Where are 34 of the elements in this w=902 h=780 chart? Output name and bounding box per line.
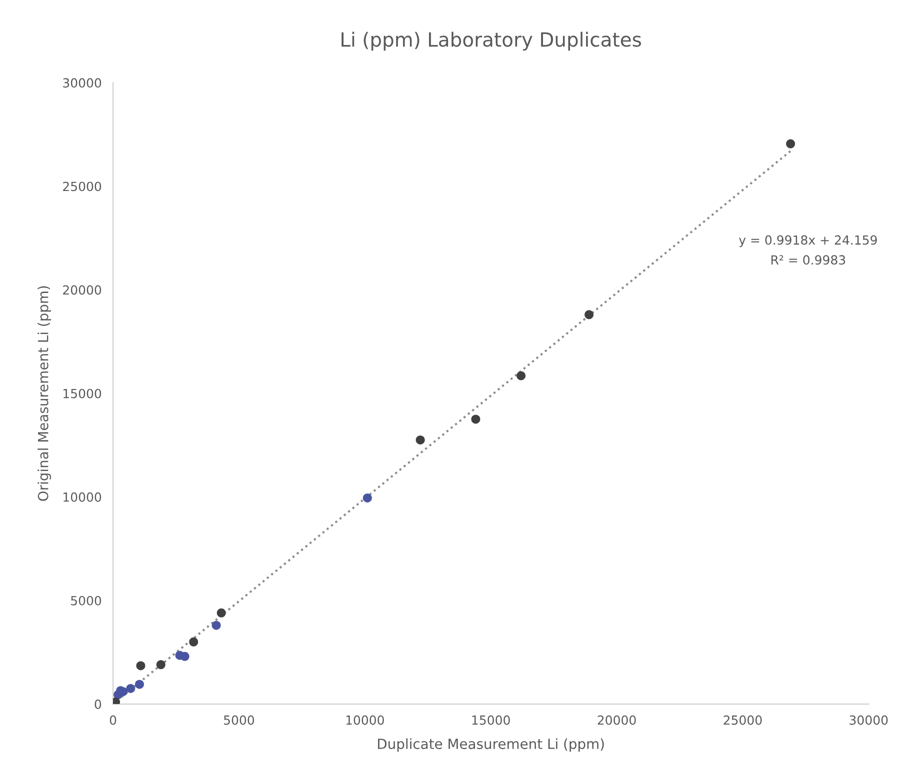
annotation: y = 0.9918x + 24.159 <box>738 235 877 248</box>
point <box>134 680 144 689</box>
y-tick-label: 5000 <box>71 596 102 606</box>
point <box>516 371 526 380</box>
point <box>136 661 146 670</box>
x-tick-label: 20000 <box>598 715 636 725</box>
x-tick-label: 0 <box>110 715 116 725</box>
x-tick-label: 15000 <box>472 715 510 725</box>
point <box>189 637 198 646</box>
point <box>126 684 136 693</box>
y-tick-label: 20000 <box>63 285 102 295</box>
point <box>786 139 796 148</box>
point <box>584 310 594 320</box>
chart-title: Li (ppm) Laboratory Duplicates <box>342 32 642 51</box>
y-tick-label: 0 <box>94 700 102 709</box>
point <box>471 414 480 424</box>
annotation: R² = 0.9983 <box>771 255 846 265</box>
y-tick-label: 25000 <box>63 182 102 192</box>
point <box>362 493 372 502</box>
x-tick-label: 25000 <box>724 715 762 725</box>
point <box>175 650 184 660</box>
y-tick-label: 30000 <box>63 78 102 88</box>
point <box>156 660 166 670</box>
x-tick-label: 5000 <box>224 715 254 725</box>
point <box>212 620 221 630</box>
y-axis-title: Original Measurement Li (ppm) <box>38 286 52 501</box>
x-axis-title: Duplicate Measurement Li (ppm) <box>378 738 604 752</box>
y-tick-label: 10000 <box>64 492 102 502</box>
x-tick-label: 10000 <box>346 715 384 725</box>
point <box>416 435 425 444</box>
x-tick-label: 30000 <box>850 715 888 725</box>
point <box>216 608 226 618</box>
y-tick-label: 15000 <box>64 388 102 398</box>
point <box>114 690 123 700</box>
